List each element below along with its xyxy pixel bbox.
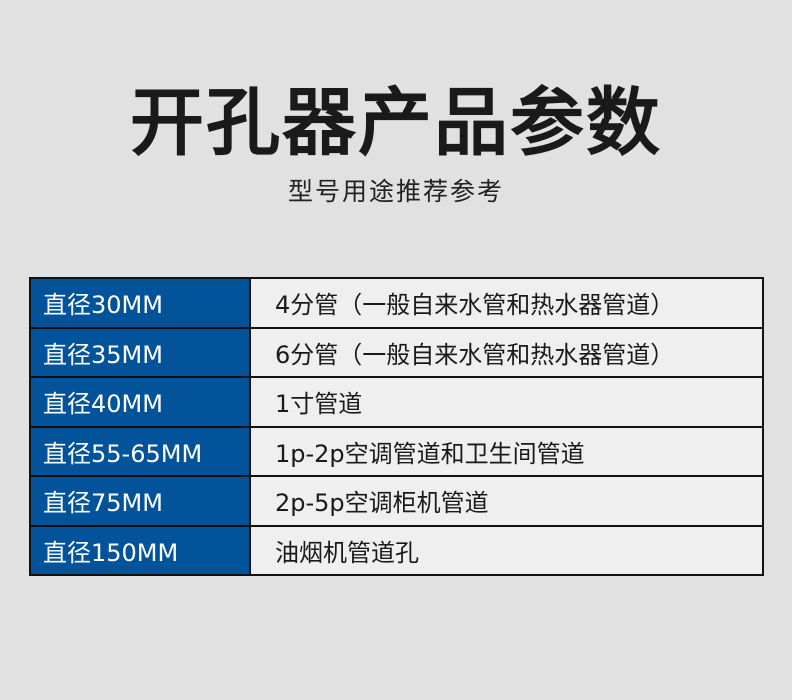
spec-table: 直径30MM 4分管（一般自来水管和热水器管道） 直径35MM 6分管（一般自来水管… bbox=[29, 277, 764, 576]
table-row: 直径55-65MM 1p-2p空调管道和卫生间管道 bbox=[29, 425, 764, 477]
page-title: 开孔器产品参数 bbox=[130, 80, 662, 166]
table-row: 直径40MM 1寸管道 bbox=[29, 376, 764, 428]
use-cell: 1寸管道 bbox=[249, 376, 764, 428]
table-row: 直径35MM 6分管（一般自来水管和热水器管道） bbox=[29, 326, 764, 378]
use-cell: 6分管（一般自来水管和热水器管道） bbox=[249, 326, 764, 378]
table-row: 直径150MM 油烟机管道孔 bbox=[29, 524, 764, 576]
use-cell: 油烟机管道孔 bbox=[249, 524, 764, 576]
use-cell: 2p-5p空调柜机管道 bbox=[249, 475, 764, 527]
size-cell: 直径150MM bbox=[29, 524, 251, 576]
size-cell: 直径35MM bbox=[29, 326, 251, 378]
size-cell: 直径40MM bbox=[29, 376, 251, 428]
page-subtitle: 型号用途推荐参考 bbox=[287, 177, 504, 206]
use-cell: 4分管（一般自来水管和热水器管道） bbox=[249, 277, 764, 329]
table-row: 直径75MM 2p-5p空调柜机管道 bbox=[29, 475, 764, 527]
size-cell: 直径75MM bbox=[29, 475, 251, 527]
size-cell: 直径30MM bbox=[29, 277, 251, 329]
table-row: 直径30MM 4分管（一般自来水管和热水器管道） bbox=[29, 277, 764, 329]
size-cell: 直径55-65MM bbox=[29, 425, 251, 477]
use-cell: 1p-2p空调管道和卫生间管道 bbox=[249, 425, 764, 477]
